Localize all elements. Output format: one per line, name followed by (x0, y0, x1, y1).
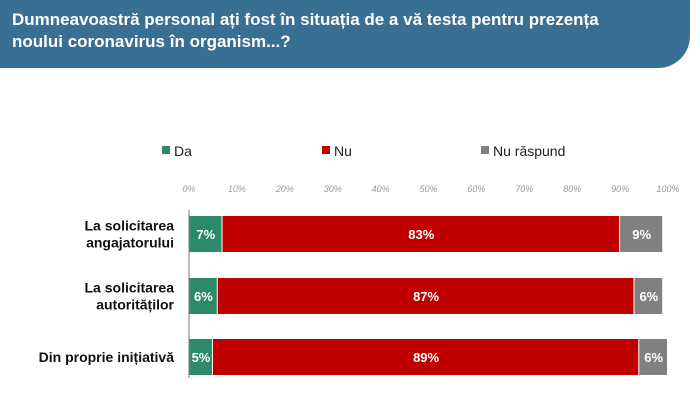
chart-title: Dumneavoastră personal ați fost în situa… (12, 10, 599, 51)
bar-segment-1 (217, 278, 634, 314)
bar-segment-2 (634, 278, 663, 314)
legend-label-2: Nu răspund (493, 143, 565, 159)
legend-label-0: Da (174, 143, 192, 159)
data-label: 7% (196, 227, 215, 242)
x-tick-label: 80% (563, 184, 581, 194)
x-tick-label: 30% (324, 184, 342, 194)
bar-segment-0 (189, 339, 212, 375)
data-label: 5% (192, 350, 211, 365)
category-label: autorităților (96, 297, 174, 313)
category-label: angajatorului (86, 235, 174, 251)
legend-swatch-0 (162, 146, 170, 154)
bar-segment-2 (620, 216, 663, 252)
x-tick-label: 100% (656, 184, 679, 194)
x-tick-label: 20% (275, 184, 294, 194)
bar-segment-0 (189, 216, 222, 252)
bar-segment-1 (222, 216, 620, 252)
bar-segment-1 (212, 339, 639, 375)
legend-swatch-2 (481, 146, 489, 154)
bar-segment-0 (189, 278, 217, 314)
data-label: 6% (644, 350, 663, 365)
x-tick-label: 10% (228, 184, 246, 194)
legend-swatch-1 (322, 146, 330, 154)
x-tick-label: 60% (467, 184, 485, 194)
x-tick-label: 50% (419, 184, 437, 194)
legend-label-1: Nu (334, 143, 352, 159)
x-tick-label: 90% (611, 184, 629, 194)
category-label: Din proprie inițiativă (39, 349, 175, 365)
data-label: 83% (408, 227, 434, 242)
data-label: 9% (632, 227, 651, 242)
data-label: 6% (194, 289, 213, 304)
data-label: 87% (413, 289, 439, 304)
header-banner: Dumneavoastră personal ați fost în situa… (0, 0, 690, 68)
data-label: 6% (639, 289, 658, 304)
x-tick-label: 70% (515, 184, 533, 194)
x-tick-label: 40% (372, 184, 390, 194)
category-label: La solicitarea (85, 218, 175, 234)
bar-segment-2 (639, 339, 667, 375)
x-tick-label: 0% (182, 184, 195, 194)
data-label: 89% (413, 350, 439, 365)
category-label: La solicitarea (85, 280, 175, 296)
